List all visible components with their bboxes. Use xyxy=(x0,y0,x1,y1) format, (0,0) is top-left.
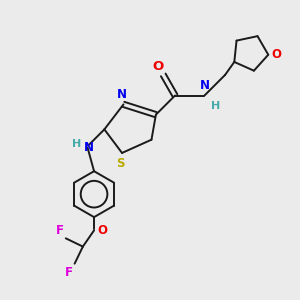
Text: H: H xyxy=(72,139,81,149)
Text: O: O xyxy=(98,224,108,237)
Text: N: N xyxy=(117,88,127,101)
Text: N: N xyxy=(84,141,94,154)
Text: S: S xyxy=(116,158,125,170)
Text: F: F xyxy=(56,224,63,237)
Text: N: N xyxy=(200,79,209,92)
Text: H: H xyxy=(211,101,220,111)
Text: F: F xyxy=(65,266,73,279)
Text: O: O xyxy=(152,60,164,73)
Text: O: O xyxy=(272,48,282,61)
